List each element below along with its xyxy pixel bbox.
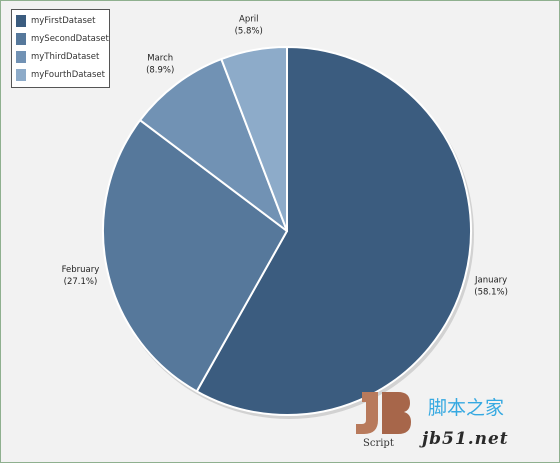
legend-label: myFourthDataset [31,70,105,80]
slice-label: February [62,265,100,275]
watermark-logo: Script [356,392,411,449]
slice-label: March [147,53,173,63]
pie-slice-january [195,46,472,416]
slice-percent-label: (8.9%) [146,65,174,75]
watermark: Script 脚本之家 jb51.net [356,392,509,449]
legend-label: mySecondDataset [31,34,109,44]
slice-label: January [474,275,507,285]
watermark-url: jb51.net [419,429,509,449]
legend-swatch [16,51,26,63]
legend-swatch [16,69,26,81]
legend-item: myFourthDataset [16,68,105,82]
legend-swatch [16,15,26,27]
pie-slice-february [102,119,288,393]
slice-percent-label: (58.1%) [474,287,508,297]
legend-item: mySecondDataset [16,32,109,46]
slice-percent-label: (5.8%) [235,27,263,37]
watermark-logo-word: Script [363,438,394,449]
legend-item: myThirdDataset [16,50,99,64]
slice-labels: January (58.1%) February (27.1%) March (8.9%)… [62,15,508,298]
legend-item: myFirstDataset [16,14,96,28]
slice-label: April [239,15,258,25]
legend-label: myFirstDataset [31,16,96,26]
legend-swatch [16,33,26,45]
pie-slice-april [220,46,288,232]
watermark-cn-text: 脚本之家 [428,397,504,419]
pie-slices [102,46,474,419]
legend-label: myThirdDataset [31,52,100,62]
chart-legend: myFirstDataset mySecondDataset myThirdDa… [11,9,110,88]
pie-slice-march [139,58,288,232]
slice-percent-label: (27.1%) [64,277,98,287]
